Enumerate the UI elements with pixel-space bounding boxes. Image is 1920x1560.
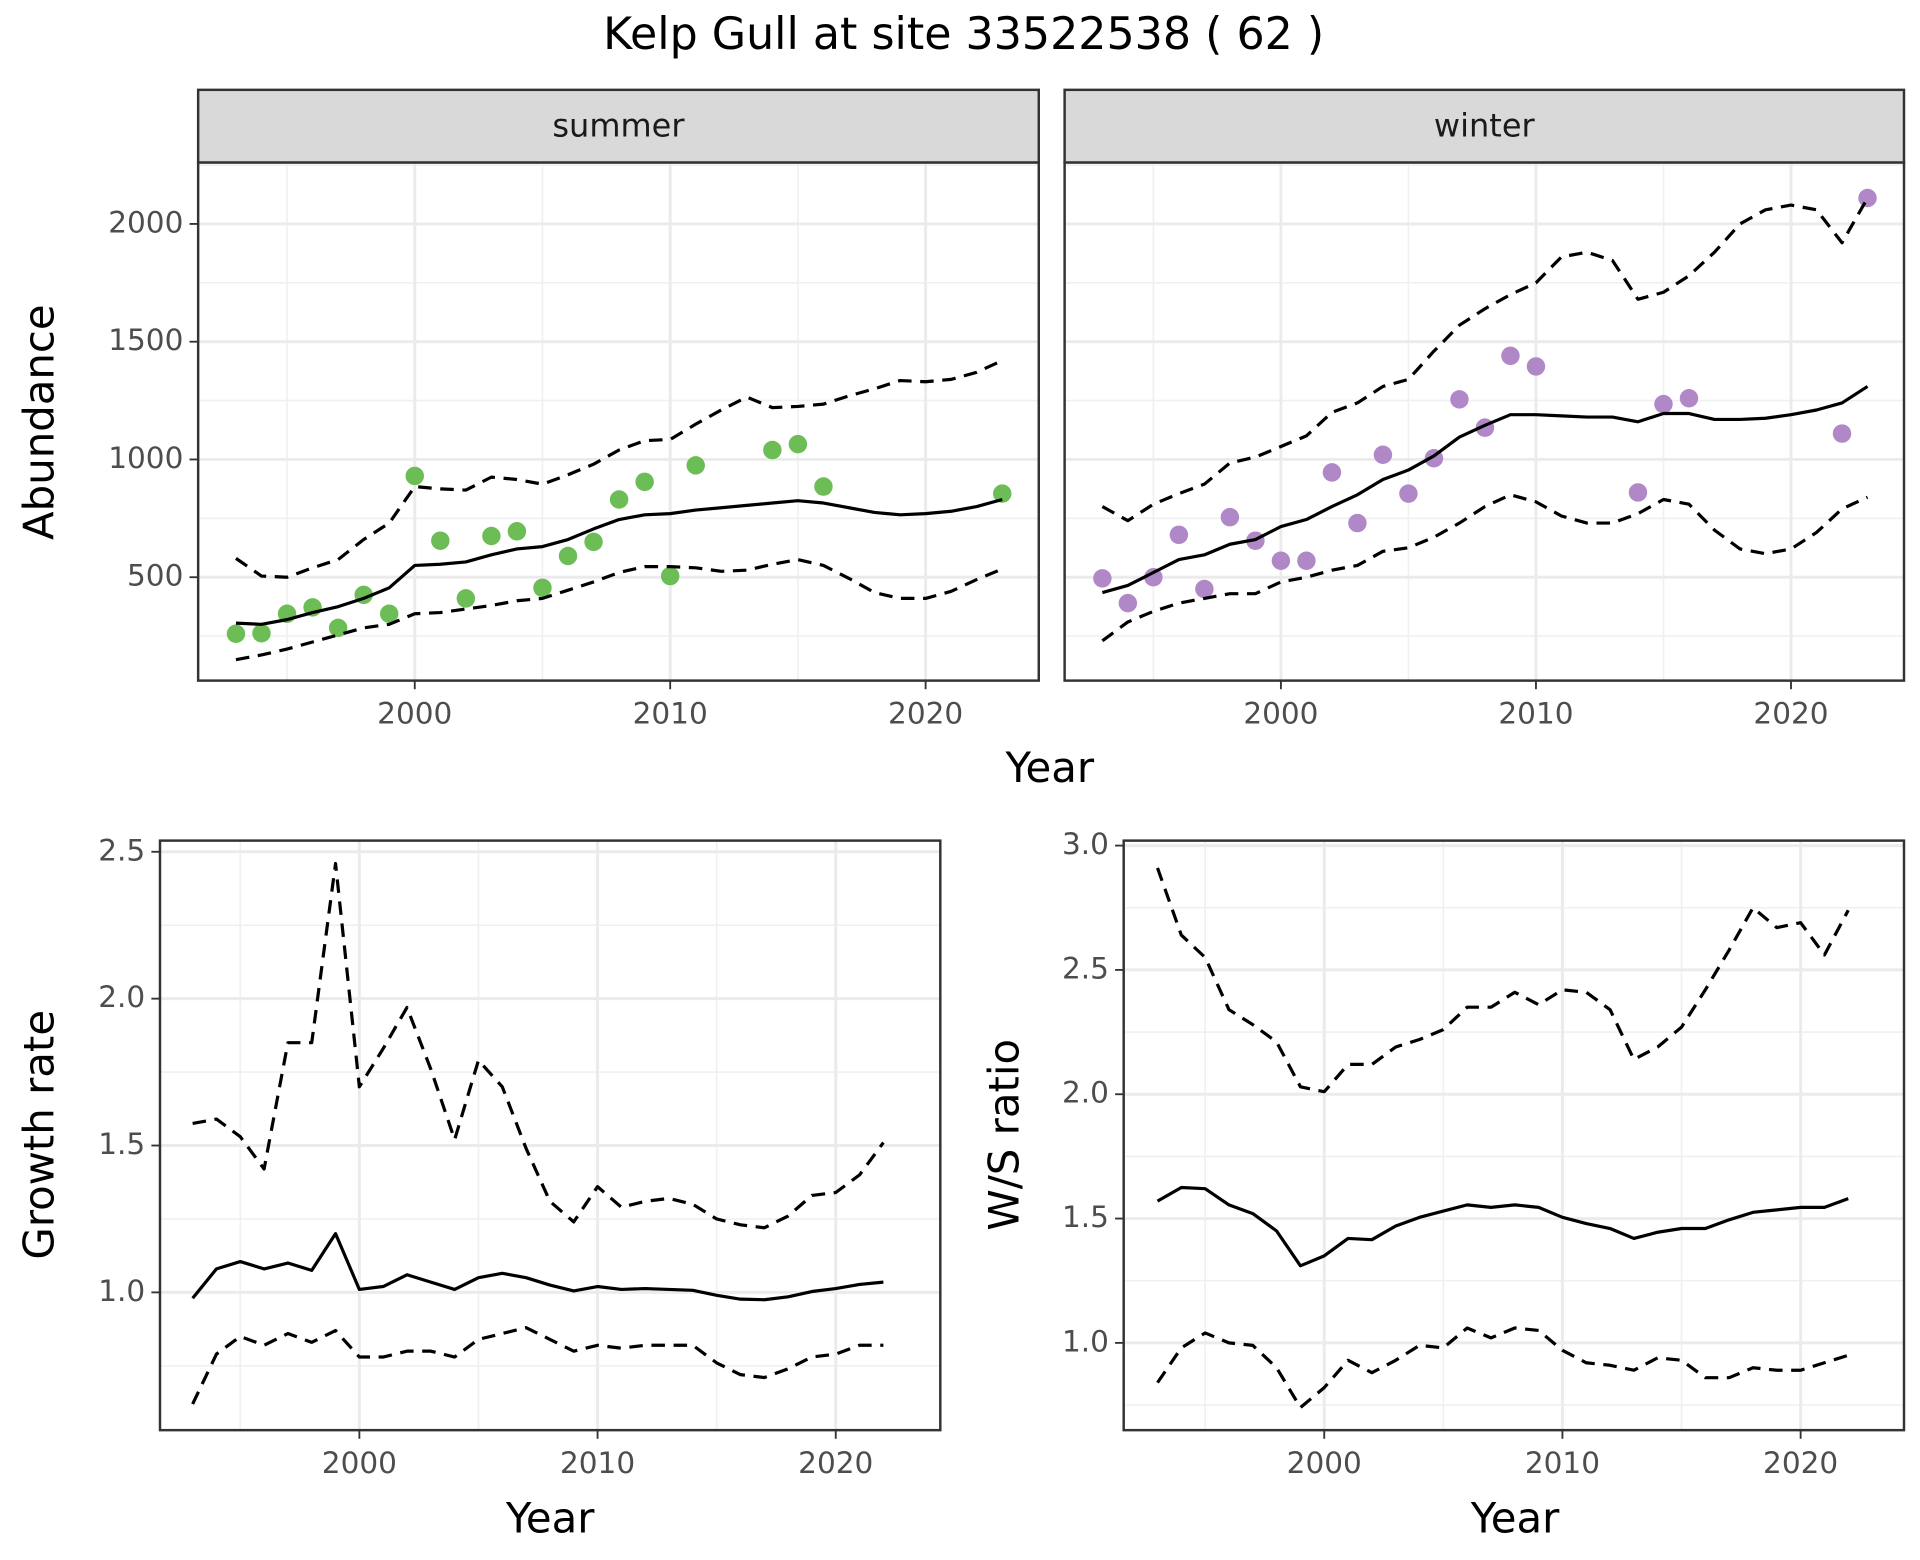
data-point xyxy=(763,440,782,460)
data-point xyxy=(814,477,833,496)
y-tick-label: 1.0 xyxy=(98,1274,145,1308)
data-point xyxy=(686,456,705,475)
data-point xyxy=(584,532,603,552)
y-tick-label: 2.5 xyxy=(98,833,145,867)
y-tick-label: 3.0 xyxy=(1062,827,1109,861)
interval-line xyxy=(191,1326,884,1405)
panel-background xyxy=(1123,840,1904,1431)
y-axis-label: W/S ratio xyxy=(979,1039,1028,1231)
data-point xyxy=(252,624,271,643)
data-point xyxy=(1679,388,1699,408)
series-group xyxy=(1093,188,1877,643)
x-tick-label: 2000 xyxy=(377,697,452,731)
x-axis-label: Year xyxy=(1005,743,1095,792)
panel-border xyxy=(1122,839,1906,1432)
y-tick-label: 2000 xyxy=(108,205,183,239)
data-point xyxy=(1348,513,1367,533)
strip xyxy=(1063,88,1906,164)
x-axis-label: Year xyxy=(1470,1494,1560,1543)
panel-border xyxy=(158,839,942,1432)
y-tick-label: 1500 xyxy=(108,323,183,357)
series-group xyxy=(1156,867,1850,1410)
x-tick-label: 2010 xyxy=(1498,697,1573,731)
data-point xyxy=(405,466,424,486)
interval-line xyxy=(235,359,1003,579)
data-point xyxy=(431,531,450,550)
strip xyxy=(196,88,1040,164)
y-tick-label: 1.0 xyxy=(1062,1324,1109,1358)
data-point xyxy=(1169,525,1189,545)
strip-label: summer xyxy=(552,106,685,144)
data-point xyxy=(1858,188,1877,208)
data-point xyxy=(533,578,552,598)
series-group xyxy=(191,861,885,1405)
x-axis-label: Year xyxy=(505,1494,595,1543)
fit-line xyxy=(1156,1185,1849,1268)
series-group xyxy=(226,359,1012,662)
data-point xyxy=(1450,390,1469,409)
data-point xyxy=(379,604,399,623)
y-tick-label: 2.0 xyxy=(1062,1076,1109,1110)
x-tick-label: 2000 xyxy=(1243,697,1318,731)
data-point xyxy=(1322,463,1342,482)
data-point xyxy=(1093,569,1112,588)
x-tick-label: 2020 xyxy=(888,697,963,731)
interval-line xyxy=(1101,197,1869,523)
panel-background xyxy=(198,162,1039,681)
data-point xyxy=(1220,507,1240,527)
data-point xyxy=(1399,484,1418,503)
x-tick-label: 2020 xyxy=(798,1446,873,1480)
data-point xyxy=(482,526,501,546)
figure-title: Kelp Gull at site 33522538 ( 62 ) xyxy=(603,9,1324,60)
data-point xyxy=(609,490,629,509)
panel-background xyxy=(160,840,941,1431)
data-point xyxy=(1654,394,1673,414)
fit-line xyxy=(1101,385,1869,595)
y-tick-label: 2.0 xyxy=(98,980,145,1014)
interval-line xyxy=(192,861,885,1230)
data-point xyxy=(1271,551,1291,570)
data-point xyxy=(1195,579,1214,599)
fit-line xyxy=(235,497,1003,626)
x-tick-label: 2020 xyxy=(1763,1446,1838,1480)
data-point xyxy=(635,472,654,492)
data-point xyxy=(1118,593,1138,613)
interval-line xyxy=(1101,493,1869,643)
y-axis-label: Growth rate xyxy=(14,1010,63,1260)
x-tick-label: 2000 xyxy=(322,1446,397,1480)
interval-line xyxy=(1156,1326,1849,1410)
x-tick-label: 2010 xyxy=(1525,1446,1600,1480)
data-point xyxy=(226,624,246,643)
data-point xyxy=(1373,445,1393,464)
y-tick-label: 1000 xyxy=(108,441,183,475)
y-tick-label: 1.5 xyxy=(98,1127,145,1161)
x-tick-label: 2010 xyxy=(633,697,708,731)
data-point xyxy=(456,589,476,608)
x-tick-label: 2000 xyxy=(1287,1446,1362,1480)
x-tick-label: 2020 xyxy=(1753,697,1828,731)
data-point xyxy=(1144,567,1163,587)
fit-line xyxy=(191,1232,884,1302)
data-point xyxy=(558,546,578,566)
x-tick-label: 2010 xyxy=(560,1446,635,1480)
strip-label: winter xyxy=(1434,106,1536,144)
data-point xyxy=(1628,483,1648,502)
data-point xyxy=(660,566,680,586)
data-point xyxy=(1297,551,1316,570)
data-point xyxy=(1832,424,1852,443)
data-point xyxy=(788,434,808,454)
data-point xyxy=(507,522,527,541)
data-point xyxy=(1501,346,1520,366)
y-tick-label: 2.5 xyxy=(1062,951,1109,985)
y-axis-label: Abundance xyxy=(14,304,63,540)
data-point xyxy=(1526,357,1546,376)
y-tick-label: 500 xyxy=(127,559,183,593)
y-tick-label: 1.5 xyxy=(1062,1200,1109,1234)
data-point xyxy=(328,618,348,638)
data-point xyxy=(993,484,1012,503)
